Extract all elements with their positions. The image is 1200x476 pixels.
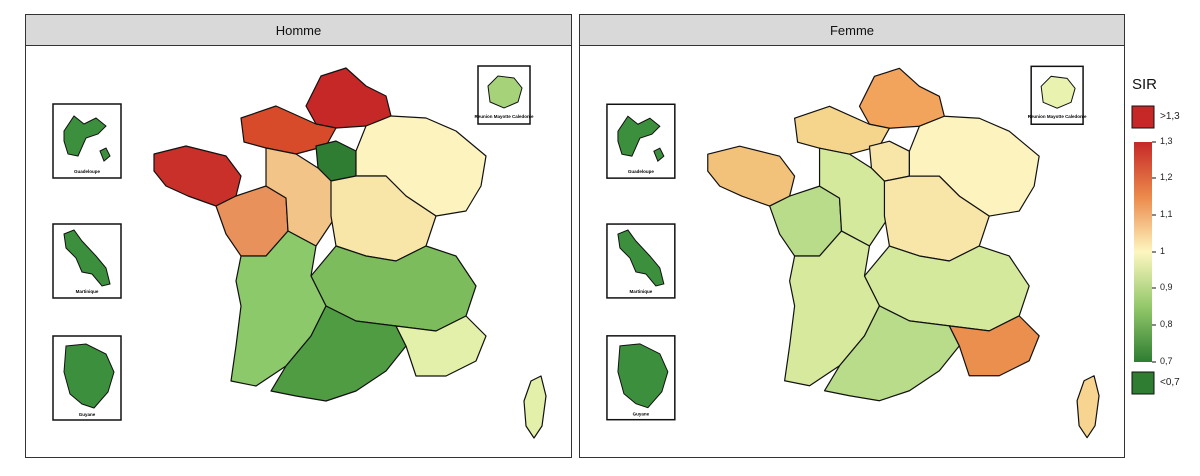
region-bretagne: [153, 145, 242, 207]
inset-martinique: Martinique: [606, 223, 676, 299]
region-nord: [858, 67, 945, 129]
region-martinique: [617, 229, 665, 287]
region-corse: [523, 375, 547, 439]
legend-low-label: <0,7: [1160, 377, 1180, 388]
legend-high-swatch: [1131, 105, 1155, 129]
region-guyane: [617, 343, 669, 409]
inset-reunion: Reunion Mayotte Caledonie: [474, 65, 534, 125]
panel-femme: Femme Guadeloupe Martinique Guyane Reuni…: [579, 14, 1125, 458]
france-metropole: [707, 67, 1100, 439]
legend-high-label: >1,3: [1160, 111, 1180, 122]
legend-tick-label: 1,3: [1160, 136, 1173, 146]
legend-gradient-bar: [1134, 142, 1152, 362]
inset-guadeloupe: Guadeloupe: [606, 103, 676, 179]
inset-label-guadeloupe: Guadeloupe: [628, 169, 654, 174]
inset-label-reunion: Reunion Mayotte Caledonie: [474, 114, 534, 119]
legend-tick-label: 1,1: [1160, 209, 1173, 219]
legend: SIR >1,3 1,3 1,2 1,1 1 0,9 0,8 0,7 <0,7: [1128, 70, 1198, 410]
inset-reunion: Reunion Mayotte Caledonie: [1028, 65, 1087, 125]
france-map-femme: Guadeloupe Martinique Guyane Reunion May…: [606, 65, 1100, 439]
inset-label-reunion: Reunion Mayotte Caledonie: [1028, 114, 1087, 119]
region-guadeloupe: [63, 115, 107, 157]
region-centre: [265, 147, 337, 247]
region-guadeloupe-islet: [653, 147, 665, 162]
legend-tick-label: 1: [1160, 246, 1166, 256]
inset-label-guyane: Guyane: [79, 412, 96, 417]
region-centre: [818, 147, 891, 247]
legend-tick-label: 0,8: [1160, 319, 1173, 329]
region-paca: [395, 315, 487, 377]
region-martinique: [63, 229, 111, 287]
inset-label-guyane: Guyane: [633, 412, 650, 417]
region-occitanie: [270, 305, 407, 402]
inset-guyane: Guyane: [606, 335, 676, 421]
legend-low-swatch: [1131, 371, 1155, 395]
region-guadeloupe-islet: [99, 147, 111, 162]
legend-tick-label: 0,9: [1160, 282, 1173, 292]
inset-label-martinique: Martinique: [76, 289, 99, 294]
region-reunion: [487, 75, 523, 109]
region-paca: [948, 315, 1040, 377]
france-map-homme: Guadeloupe Martinique Guyane Reunion May…: [52, 65, 547, 439]
legend-tick-label: 1,2: [1160, 172, 1173, 182]
region-occitanie: [823, 305, 960, 402]
region-nord: [305, 67, 392, 129]
legend-title: SIR: [1132, 76, 1158, 93]
legend-graphic: [1131, 105, 1156, 395]
inset-martinique: Martinique: [52, 223, 122, 299]
region-bretagne: [707, 145, 796, 207]
panel-homme: Homme Guadeloupe Martinique Guyane Reuni…: [25, 14, 572, 458]
inset-guadeloupe: Guadeloupe: [52, 103, 122, 179]
france-metropole: [153, 67, 547, 439]
region-corse: [1076, 375, 1100, 439]
inset-guyane: Guyane: [52, 335, 122, 421]
panel-title: Femme: [580, 15, 1124, 46]
legend-tick-label: 0,7: [1160, 356, 1173, 366]
region-guyane: [63, 343, 115, 409]
inset-label-martinique: Martinique: [630, 289, 653, 294]
region-guadeloupe: [617, 115, 661, 157]
region-reunion: [1040, 75, 1076, 109]
inset-label-guadeloupe: Guadeloupe: [74, 169, 100, 174]
panel-title: Homme: [26, 15, 571, 46]
legend-ticks: [1152, 141, 1156, 363]
